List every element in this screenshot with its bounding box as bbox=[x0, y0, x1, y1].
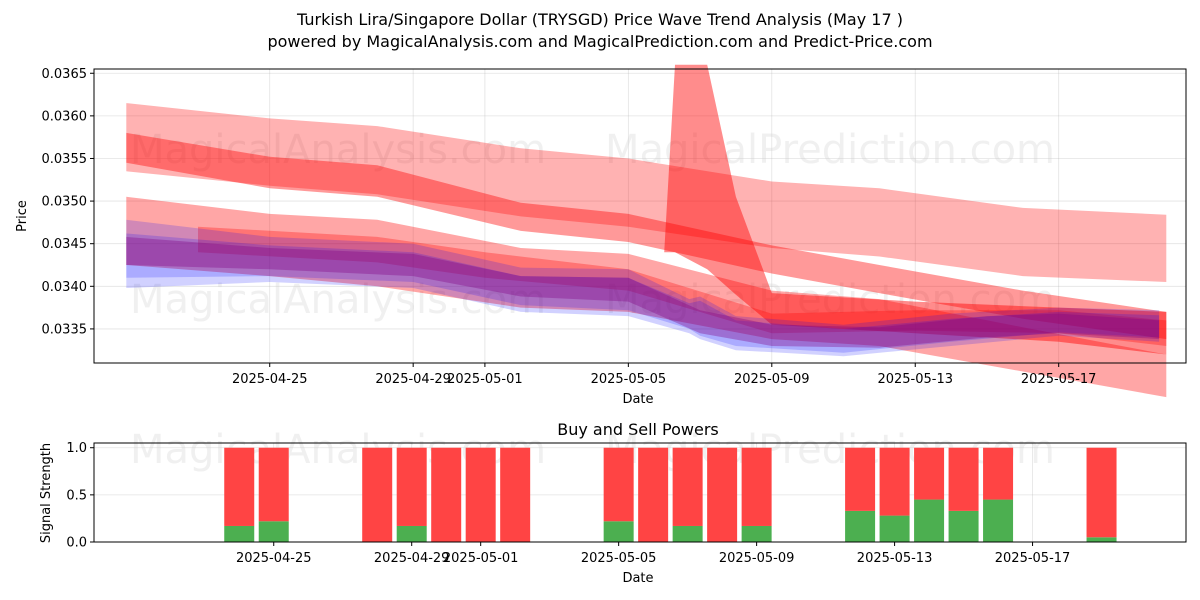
signal-x-tick-label-1: 2025-04-29 bbox=[374, 551, 450, 566]
sell-bar-2025-05-08 bbox=[707, 447, 738, 542]
price-x-axis-label: Date bbox=[622, 392, 653, 407]
price-y-tick-label-3: 0.0350 bbox=[42, 195, 88, 210]
sell-bar-2025-05-13 bbox=[879, 447, 910, 516]
buy-bar-2025-04-25 bbox=[258, 521, 289, 542]
sell-bar-2025-05-02 bbox=[500, 447, 531, 542]
sell-bar-2025-04-28 bbox=[362, 447, 393, 542]
buy-bar-2025-05-07 bbox=[672, 525, 703, 542]
price-watermark-left-top: MagicalAnalysis.com bbox=[130, 127, 546, 173]
price-band-red-4 bbox=[198, 226, 1167, 346]
signal-y-tick-label-1: 0.5 bbox=[66, 488, 87, 503]
sell-bar-2025-05-19 bbox=[1086, 447, 1117, 538]
sell-bar-2025-05-01 bbox=[465, 447, 496, 542]
price-bands bbox=[126, 64, 1167, 398]
price-y-ticks: 0.0335 0.0340 0.0345 0.0350 0.0355 0.0360 0.03… bbox=[42, 67, 94, 337]
price-band-red-1 bbox=[126, 132, 1167, 340]
price-grid bbox=[94, 69, 1186, 363]
signal-x-tick-label-5: 2025-05-13 bbox=[857, 551, 933, 566]
signal-chart-title: Buy and Sell Powers bbox=[557, 420, 719, 439]
signal-y-tick-label-0: 0.0 bbox=[66, 536, 87, 551]
sell-bar-2025-05-15 bbox=[948, 447, 979, 511]
price-y-tick-label-2: 0.0345 bbox=[42, 237, 88, 252]
price-watermark-right-bottom: MagicalPrediction.com bbox=[605, 277, 1055, 323]
sell-bar-2025-04-24 bbox=[224, 447, 255, 526]
price-x-tick-label-2: 2025-05-01 bbox=[447, 372, 523, 387]
sell-bar-2025-05-05 bbox=[603, 447, 634, 522]
buy-bar-2025-05-09 bbox=[741, 525, 772, 542]
sell-bar-2025-04-30 bbox=[431, 447, 462, 542]
signal-plot-frame bbox=[93, 442, 1187, 543]
price-watermarks: MagicalAnalysis.com MagicalPrediction.co… bbox=[130, 127, 1055, 323]
price-x-tick-label-5: 2025-05-13 bbox=[877, 372, 953, 387]
signal-x-tick-label-0: 2025-04-25 bbox=[236, 551, 312, 566]
price-band-red-0 bbox=[126, 103, 1167, 282]
signal-y-tick-label-2: 1.0 bbox=[66, 441, 87, 456]
buy-bar-2025-05-14 bbox=[914, 499, 945, 542]
sell-bar-2025-05-07 bbox=[672, 447, 703, 526]
price-band-purple-7 bbox=[126, 236, 1160, 348]
price-x-tick-label-1: 2025-04-29 bbox=[375, 372, 451, 387]
signal-chart: Buy and Sell Powers MagicalAnalysis.com … bbox=[39, 420, 1187, 586]
sell-bar-2025-05-06 bbox=[638, 447, 669, 542]
signal-y-ticks: 0.0 0.5 1.0 bbox=[66, 441, 94, 551]
price-band-red-2 bbox=[126, 196, 1167, 398]
signal-x-tick-label-6: 2025-05-17 bbox=[995, 551, 1071, 566]
sell-bar-2025-05-14 bbox=[914, 447, 945, 500]
price-x-tick-label-3: 2025-05-05 bbox=[591, 372, 667, 387]
buy-bar-2025-05-05 bbox=[603, 521, 634, 542]
buy-bar-2025-05-19 bbox=[1086, 537, 1117, 542]
price-y-axis-label: Price bbox=[15, 200, 30, 232]
buy-bar-2025-05-13 bbox=[879, 515, 910, 542]
sell-bar-2025-04-29 bbox=[396, 447, 427, 526]
price-y-tick-label-5: 0.0360 bbox=[42, 109, 88, 124]
signal-x-tick-label-3: 2025-05-05 bbox=[581, 551, 657, 566]
sell-bar-2025-05-16 bbox=[983, 447, 1014, 500]
price-y-tick-label-4: 0.0355 bbox=[42, 152, 88, 167]
signal-bars bbox=[224, 447, 1117, 542]
sell-bar-2025-05-12 bbox=[845, 447, 876, 511]
signal-x-axis-label: Date bbox=[622, 571, 653, 586]
buy-bar-2025-05-15 bbox=[948, 510, 979, 542]
price-plot-frame bbox=[93, 68, 1187, 364]
figure-title-line1: Turkish Lira/Singapore Dollar (TRYSGD) P… bbox=[296, 10, 903, 29]
figure-title-line2: powered by MagicalAnalysis.com and Magic… bbox=[267, 32, 932, 51]
price-x-tick-label-4: 2025-05-09 bbox=[734, 372, 810, 387]
sell-bar-2025-04-25 bbox=[258, 447, 289, 522]
price-y-tick-label-0: 0.0335 bbox=[42, 322, 88, 337]
buy-bar-2025-05-12 bbox=[845, 510, 876, 542]
price-y-tick-label-6: 0.0365 bbox=[42, 67, 88, 82]
sell-bar-2025-05-09 bbox=[741, 447, 772, 526]
price-x-tick-label-6: 2025-05-17 bbox=[1021, 372, 1097, 387]
price-x-tick-label-0: 2025-04-25 bbox=[232, 372, 308, 387]
price-plot-area bbox=[94, 69, 1186, 363]
price-band-red-3 bbox=[664, 64, 1167, 355]
price-band-blue-5 bbox=[126, 219, 1160, 357]
price-band-blue-6 bbox=[126, 233, 1160, 353]
buy-bar-2025-04-24 bbox=[224, 525, 255, 542]
price-watermark-left-bottom: MagicalAnalysis.com bbox=[130, 277, 546, 323]
price-watermark-right-top: MagicalPrediction.com bbox=[605, 127, 1055, 173]
price-y-tick-label-1: 0.0340 bbox=[42, 280, 88, 295]
buy-bar-2025-05-16 bbox=[983, 499, 1014, 542]
signal-x-tick-label-2: 2025-05-01 bbox=[443, 551, 519, 566]
buy-bar-2025-04-29 bbox=[396, 525, 427, 542]
signal-y-axis-label: Signal Strength bbox=[39, 443, 54, 543]
signal-x-tick-label-4: 2025-05-09 bbox=[719, 551, 795, 566]
price-chart: MagicalAnalysis.com MagicalPrediction.co… bbox=[15, 64, 1187, 407]
